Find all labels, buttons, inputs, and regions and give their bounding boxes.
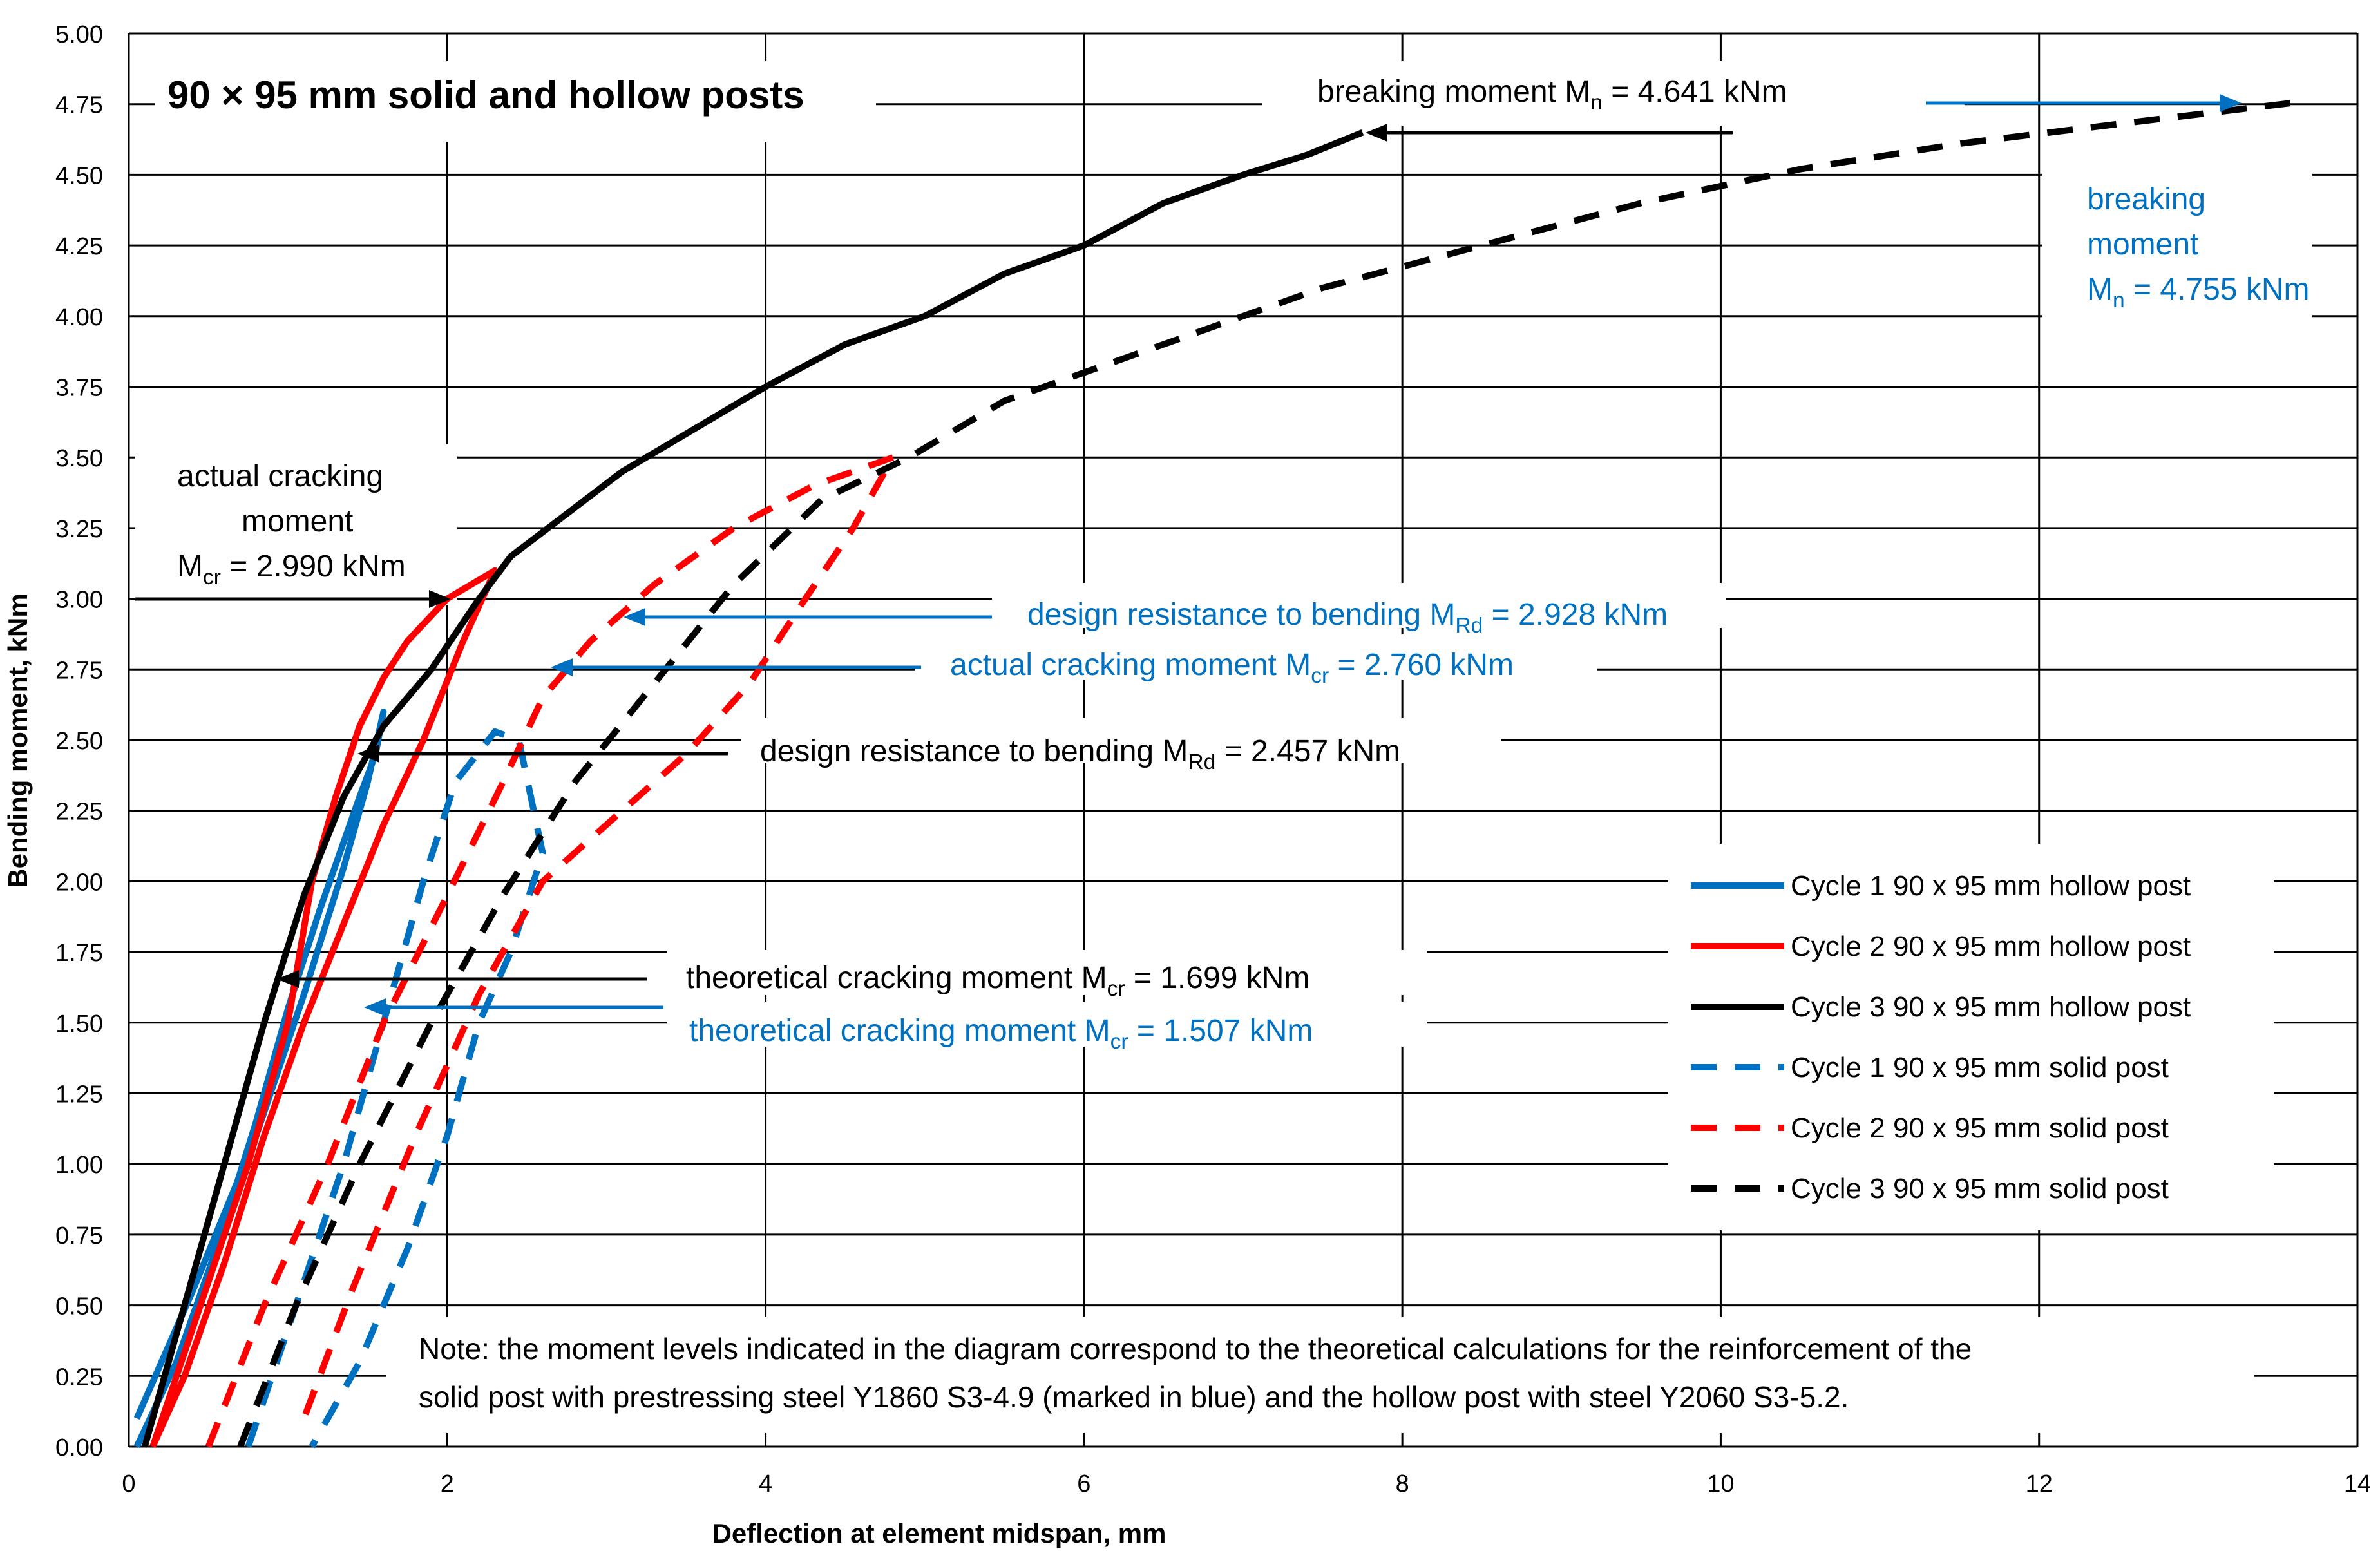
y-tick-label: 1.50 — [55, 1011, 103, 1038]
label-mask — [155, 61, 876, 142]
label-mask — [915, 634, 1597, 680]
y-tick-label: 2.75 — [55, 657, 103, 684]
theoretical-cracking-blue-arrow — [364, 998, 663, 1016]
note-line1: Note: the moment levels indicated in the… — [419, 1332, 1972, 1365]
axes — [128, 33, 2357, 1448]
x-tick-label: 14 — [2344, 1470, 2371, 1498]
label-mask — [386, 1317, 2254, 1433]
x-axis-label: Deflection at element midspan, mm — [712, 1518, 1166, 1548]
x-tick-label: 8 — [1396, 1470, 1409, 1498]
actual-cracking-blue-arrow-head — [551, 658, 573, 676]
x-tick-label: 10 — [1707, 1470, 1734, 1498]
actual-cracking-black-arrow — [135, 590, 451, 608]
y-tick-label: 0.25 — [55, 1364, 103, 1391]
label-mask — [1668, 844, 2274, 1230]
label-mask — [741, 718, 1501, 763]
y-tick-label: 2.50 — [55, 728, 103, 755]
legend-label-2: Cycle 2 90 x 95 mm hollow post — [1791, 931, 2191, 962]
legend-label-4: Cycle 1 90 x 95 mm solid post — [1791, 1052, 2169, 1083]
actual-cracking-blue-label: actual cracking moment Mcr = 2.760 kNm — [950, 648, 1514, 688]
design-resistance-blue-label: design resistance to bending MRd = 2.928… — [1027, 598, 1668, 638]
y-tick-label: 3.75 — [55, 375, 103, 402]
legend-label-5: Cycle 2 90 x 95 mm solid post — [1791, 1112, 2169, 1144]
theoretical-cracking-black-label: theoretical cracking moment Mcr = 1.699 … — [686, 961, 1309, 1001]
chart-title: 90 × 95 mm solid and hollow posts — [167, 73, 804, 117]
series-line-2 — [149, 567, 499, 1449]
y-tick-label: 2.00 — [55, 869, 103, 896]
y-tick-label: 4.50 — [55, 162, 103, 189]
label-mask — [135, 444, 457, 605]
y-tick-label: 1.00 — [55, 1152, 103, 1179]
x-tick-label: 2 — [441, 1470, 454, 1498]
design-resistance-black-label: design resistance to bending MRd = 2.457… — [760, 734, 1400, 774]
note-line2: solid post with prestressing steel Y1860… — [419, 1380, 1849, 1414]
y-tick-label: 2.25 — [55, 799, 103, 826]
legend-label-1: Cycle 1 90 x 95 mm hollow post — [1791, 870, 2191, 902]
y-tick-label: 3.25 — [55, 516, 103, 543]
legend: Cycle 1 90 x 95 mm hollow post Cycle 2 90… — [1691, 870, 2191, 1204]
x-tick-label: 6 — [1077, 1470, 1090, 1498]
y-tick-label: 1.25 — [55, 1081, 103, 1108]
label-mask — [992, 583, 1726, 628]
label-mask — [667, 1002, 1427, 1047]
legend-label-3: Cycle 3 90 x 95 mm hollow post — [1791, 991, 2191, 1023]
actual-cracking-black-arrow-head — [429, 590, 451, 608]
design-resistance-black-arrow — [357, 745, 728, 763]
label-mask — [1262, 61, 1965, 126]
y-tick-label: 4.25 — [55, 233, 103, 260]
legend-label-6: Cycle 3 90 x 95 mm solid post — [1791, 1173, 2169, 1204]
x-tick-label: 4 — [759, 1470, 772, 1498]
y-tick-label: 1.75 — [55, 940, 103, 967]
series-line-4 — [245, 728, 546, 1449]
actual-cracking-black-line3: Mcr = 2.990 kNm — [177, 549, 406, 589]
label-mask — [667, 950, 1427, 995]
breaking-moment-black-label: breaking moment Mn = 4.641 kNm — [1317, 75, 1787, 115]
x-tick-label: 0 — [122, 1470, 135, 1498]
actual-cracking-black-line1: actual cracking — [177, 459, 383, 493]
theoretical-cracking-blue-label: theoretical cracking moment Mcr = 1.507 … — [689, 1014, 1313, 1054]
y-axis-label: Bending moment, kNm — [3, 593, 33, 888]
breaking-moment-blue-line2: moment — [2087, 227, 2198, 262]
breaking-moment-blue-line3: Mn = 4.755 kNm — [2087, 272, 2309, 312]
y-tick-label: 0.50 — [55, 1293, 103, 1320]
series-line-5 — [205, 454, 897, 1448]
y-tick-label: 4.00 — [55, 304, 103, 331]
label-mask — [2042, 148, 2312, 322]
theoretical-cracking-blue-arrow-head — [364, 998, 386, 1016]
design-resistance-black-arrow-head — [357, 745, 379, 763]
y-tick-label: 4.75 — [55, 92, 103, 119]
y-tick-label: 0.00 — [55, 1434, 103, 1461]
y-tick-label: 3.00 — [55, 587, 103, 614]
grid — [128, 32, 2359, 1448]
series-line-6 — [237, 99, 2294, 1448]
x-tick-label: 12 — [2026, 1470, 2053, 1498]
theoretical-cracking-black-arrow-head — [277, 970, 299, 988]
y-tick-label: 3.50 — [55, 445, 103, 472]
tick-labels: 0.00 0.25 0.50 0.75 1.00 1.25 1.50 1.75 2.00 2.25… — [55, 21, 2371, 1498]
breaking-moment-black-arrow — [1366, 124, 1733, 142]
breaking-moment-black-arrow-head — [1366, 124, 1387, 142]
breaking-moment-blue-line1: breaking — [2087, 182, 2205, 216]
series-line-3 — [141, 129, 1364, 1448]
theoretical-cracking-black-arrow — [277, 970, 647, 988]
design-resistance-blue-arrow-head — [624, 608, 645, 626]
actual-cracking-black-line2: moment — [242, 504, 353, 538]
y-tick-label: 0.75 — [55, 1222, 103, 1250]
breaking-moment-blue-arrow-head — [2220, 94, 2242, 112]
design-resistance-blue-arrow — [624, 608, 992, 626]
series — [133, 99, 2294, 1449]
actual-cracking-blue-arrow — [551, 658, 921, 676]
y-tick-label: 5.00 — [55, 21, 103, 48]
annotations: breaking moment Mn = 4.641 kNm breaking mo… — [135, 75, 2309, 1414]
breaking-moment-blue-arrow — [1926, 94, 2242, 112]
